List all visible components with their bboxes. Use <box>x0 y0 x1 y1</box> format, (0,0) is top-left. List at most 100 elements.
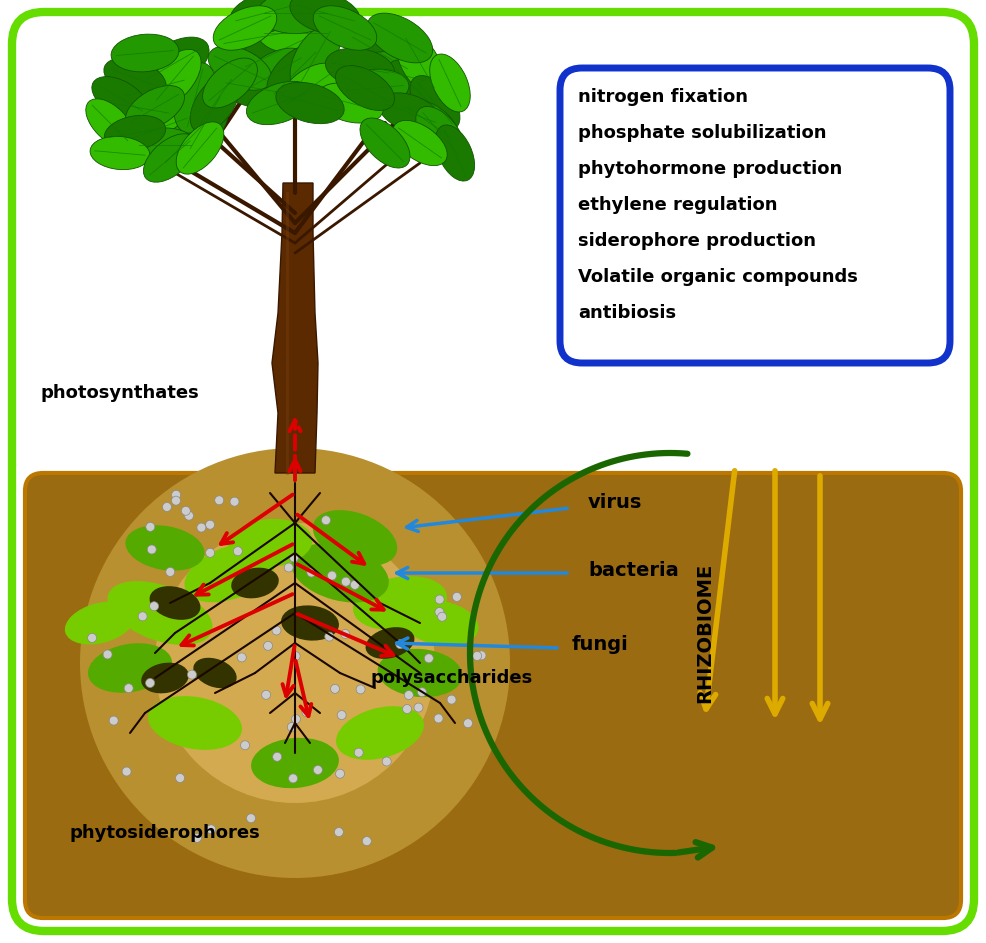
Ellipse shape <box>313 510 397 566</box>
Circle shape <box>166 568 175 576</box>
Ellipse shape <box>141 37 209 89</box>
Ellipse shape <box>243 48 308 98</box>
Ellipse shape <box>346 27 414 79</box>
Text: Volatile organic compounds: Volatile organic compounds <box>578 268 858 286</box>
Circle shape <box>302 708 311 717</box>
Ellipse shape <box>127 107 192 149</box>
Circle shape <box>434 714 443 723</box>
Circle shape <box>187 670 196 679</box>
Ellipse shape <box>291 543 388 603</box>
Ellipse shape <box>208 46 272 91</box>
Ellipse shape <box>125 525 204 571</box>
Circle shape <box>172 490 180 500</box>
Circle shape <box>350 580 359 589</box>
Circle shape <box>163 503 172 511</box>
Ellipse shape <box>276 82 344 124</box>
Ellipse shape <box>105 115 166 151</box>
Circle shape <box>414 703 423 712</box>
Ellipse shape <box>430 54 470 112</box>
Circle shape <box>335 769 344 778</box>
Ellipse shape <box>92 76 148 120</box>
Circle shape <box>472 652 481 660</box>
Ellipse shape <box>267 44 323 101</box>
Text: photosynthates: photosynthates <box>40 384 199 402</box>
Circle shape <box>435 607 444 617</box>
Ellipse shape <box>410 75 460 130</box>
Circle shape <box>197 523 206 532</box>
Circle shape <box>289 774 298 783</box>
Circle shape <box>337 711 346 720</box>
Ellipse shape <box>257 12 332 54</box>
Ellipse shape <box>228 519 313 567</box>
Circle shape <box>287 722 297 732</box>
Circle shape <box>138 612 147 620</box>
Circle shape <box>150 602 159 611</box>
Circle shape <box>184 511 193 521</box>
Circle shape <box>321 516 330 524</box>
Circle shape <box>146 678 155 687</box>
Ellipse shape <box>65 602 135 644</box>
Circle shape <box>122 767 131 776</box>
Circle shape <box>417 687 427 697</box>
Ellipse shape <box>190 74 240 133</box>
Circle shape <box>261 690 270 700</box>
Ellipse shape <box>378 649 462 697</box>
Ellipse shape <box>368 13 433 63</box>
Ellipse shape <box>379 92 441 133</box>
Circle shape <box>438 612 447 621</box>
Circle shape <box>263 641 272 651</box>
Circle shape <box>327 571 336 580</box>
Ellipse shape <box>86 99 134 147</box>
Circle shape <box>362 836 372 846</box>
Ellipse shape <box>416 107 464 159</box>
Text: antibiosis: antibiosis <box>578 304 676 322</box>
Ellipse shape <box>107 581 213 645</box>
Circle shape <box>291 652 300 661</box>
Circle shape <box>453 592 461 602</box>
Ellipse shape <box>246 81 314 124</box>
Circle shape <box>402 704 411 714</box>
Text: polysaccharides: polysaccharides <box>370 669 532 687</box>
Ellipse shape <box>290 25 340 91</box>
Ellipse shape <box>120 67 190 109</box>
Ellipse shape <box>104 58 167 98</box>
Circle shape <box>88 634 97 642</box>
Circle shape <box>341 577 350 587</box>
Circle shape <box>272 626 281 635</box>
Circle shape <box>207 825 216 834</box>
Circle shape <box>176 773 184 783</box>
Circle shape <box>330 685 339 693</box>
FancyBboxPatch shape <box>560 68 950 363</box>
Ellipse shape <box>134 128 196 162</box>
Circle shape <box>246 814 255 822</box>
Ellipse shape <box>257 0 332 34</box>
Ellipse shape <box>174 63 216 133</box>
Circle shape <box>234 547 243 555</box>
Text: virus: virus <box>588 493 642 512</box>
Circle shape <box>109 716 118 725</box>
Text: phosphate solubilization: phosphate solubilization <box>578 124 826 142</box>
Circle shape <box>356 685 365 694</box>
Ellipse shape <box>239 27 312 78</box>
Circle shape <box>324 632 334 641</box>
Circle shape <box>273 753 282 761</box>
Ellipse shape <box>317 83 384 124</box>
Ellipse shape <box>401 99 458 147</box>
Ellipse shape <box>202 58 257 108</box>
Circle shape <box>80 448 510 878</box>
Ellipse shape <box>88 643 173 693</box>
Ellipse shape <box>141 663 188 693</box>
Text: bacteria: bacteria <box>588 560 678 580</box>
Circle shape <box>447 695 457 704</box>
Ellipse shape <box>232 568 279 599</box>
Circle shape <box>146 522 155 531</box>
Circle shape <box>215 496 224 505</box>
Text: phytosiderophores: phytosiderophores <box>70 824 260 842</box>
Ellipse shape <box>193 658 237 688</box>
Circle shape <box>395 639 405 649</box>
Ellipse shape <box>353 576 447 630</box>
Text: nitrogen fixation: nitrogen fixation <box>578 88 748 106</box>
Circle shape <box>181 506 190 515</box>
Circle shape <box>477 651 486 660</box>
Ellipse shape <box>159 117 211 169</box>
